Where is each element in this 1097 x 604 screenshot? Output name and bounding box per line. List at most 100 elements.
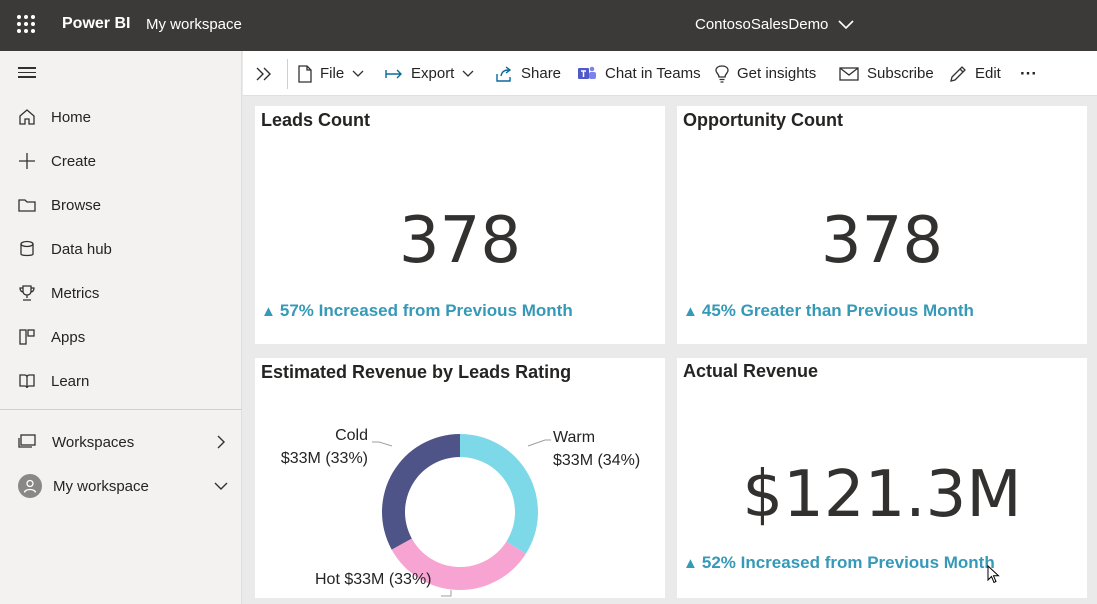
- sidebar-item-label: My workspace: [53, 477, 149, 495]
- sidebar-divider: [0, 409, 242, 410]
- avatar: [18, 474, 42, 498]
- book-icon: [17, 371, 37, 391]
- app-launcher-icon[interactable]: [17, 15, 35, 33]
- share-label: Share: [521, 65, 562, 82]
- chevron-down-icon: [352, 70, 364, 77]
- sidebar-item-data-hub[interactable]: Data hub: [0, 229, 242, 269]
- export-menu-button[interactable]: Export: [385, 51, 474, 96]
- sidebar-item-apps[interactable]: Apps: [0, 317, 242, 357]
- sidebar-item-label: Create: [51, 152, 97, 170]
- trend-up-icon: ▲: [683, 303, 698, 320]
- slice-name: Warm: [553, 429, 596, 446]
- brand-title[interactable]: Power BI: [62, 15, 131, 32]
- slice-value: $33M (34%): [553, 452, 641, 469]
- sidebar-item-create[interactable]: Create: [0, 141, 242, 181]
- opportunity-trend: ▲ 45% Greater than Previous Month: [683, 301, 974, 321]
- slice-name: Cold: [335, 427, 368, 444]
- trend-up-icon: ▲: [683, 555, 698, 572]
- hamburger-menu-icon[interactable]: [18, 67, 38, 81]
- tile-actual-revenue[interactable]: Actual Revenue $121.3M ▲ 52% Increased fr…: [677, 358, 1087, 598]
- pencil-icon: [950, 65, 966, 82]
- trend-text: 52% Increased from Previous Month: [701, 553, 995, 572]
- leader-line-warm: [527, 439, 551, 447]
- trend-text: 45% Greater than Previous Month: [701, 301, 974, 320]
- leads-count-value: 378: [398, 204, 522, 278]
- donut-slice-cold[interactable]: [382, 434, 460, 550]
- donut-slice-hot[interactable]: [391, 538, 526, 590]
- report-switcher[interactable]: ContosoSalesDemo: [695, 16, 854, 33]
- workspace-breadcrumb[interactable]: My workspace: [146, 16, 242, 33]
- sidebar-item-my-workspace[interactable]: My workspace: [0, 466, 242, 506]
- slice-label-cold: Cold $33M (33%): [275, 424, 368, 470]
- tile-estimated-revenue[interactable]: Estimated Revenue by Leads Rating Warm $…: [255, 358, 665, 598]
- sidebar-item-label: Metrics: [51, 284, 100, 302]
- workspaces-icon: [17, 432, 37, 452]
- slice-label-warm: Warm $33M (34%): [553, 426, 640, 472]
- home-icon: [17, 107, 37, 127]
- file-label: File: [320, 65, 345, 82]
- chevron-down-icon: [838, 19, 854, 29]
- chevron-right-icon: [217, 435, 225, 449]
- sidebar-item-label: Browse: [51, 196, 102, 214]
- sidebar-item-label: Learn: [51, 372, 90, 390]
- leader-line-hot: [441, 590, 452, 597]
- file-menu-button[interactable]: File: [298, 51, 364, 96]
- more-options-button[interactable]: ···: [1020, 51, 1037, 96]
- expand-pane-button[interactable]: [255, 51, 273, 96]
- chevron-down-icon: [214, 482, 228, 490]
- more-options-icon: ···: [1020, 63, 1037, 83]
- share-button[interactable]: Share: [495, 51, 561, 96]
- folder-icon: [17, 195, 37, 215]
- sidebar-item-label: Data hub: [51, 240, 112, 258]
- sidebar-item-label: Workspaces: [52, 433, 135, 451]
- database-icon: [17, 239, 37, 259]
- plus-icon: [17, 151, 37, 171]
- tile-title: Opportunity Count: [683, 110, 843, 130]
- dashboard-canvas: Leads Count 378 ▲ 57% Increased from Prev…: [243, 96, 1097, 604]
- chat-in-teams-button[interactable]: Chat in Teams: [577, 51, 701, 96]
- apps-icon: [17, 327, 37, 347]
- sidebar-item-workspaces[interactable]: Workspaces: [0, 422, 242, 462]
- subscribe-button[interactable]: Subscribe: [839, 51, 934, 96]
- mail-icon: [839, 66, 859, 81]
- sidebar-item-label: Home: [51, 108, 92, 126]
- person-icon: [23, 479, 37, 493]
- slice-value: $33M (33%): [344, 571, 432, 588]
- insights-label: Get insights: [737, 65, 817, 82]
- report-name: ContosoSalesDemo: [695, 16, 829, 33]
- tile-opportunity-count[interactable]: Opportunity Count 378 ▲ 45% Greater than …: [677, 106, 1087, 344]
- donut-slice-warm[interactable]: [460, 434, 538, 554]
- sidebar: Home Create Browse Data hub Metrics Apps: [0, 51, 242, 604]
- opportunity-count-value: 378: [820, 204, 944, 278]
- actual-revenue-value: $121.3M: [742, 458, 1022, 532]
- trophy-icon: [17, 283, 37, 303]
- action-bar: File Export Share Chat in Teams Get insi…: [243, 51, 1097, 96]
- lightbulb-icon: [715, 64, 729, 83]
- edit-button[interactable]: Edit: [949, 51, 1001, 96]
- slice-value: $33M (33%): [280, 450, 368, 467]
- subscribe-label: Subscribe: [867, 65, 934, 82]
- tile-leads-count[interactable]: Leads Count 378 ▲ 57% Increased from Prev…: [255, 106, 665, 344]
- sidebar-item-label: Apps: [51, 328, 86, 346]
- trend-text: 57% Increased from Previous Month: [279, 301, 573, 320]
- donut-chart: [372, 434, 551, 597]
- sidebar-item-metrics[interactable]: Metrics: [0, 273, 242, 313]
- toolbar-divider: [287, 59, 288, 89]
- sidebar-item-browse[interactable]: Browse: [0, 185, 242, 225]
- tile-title: Leads Count: [261, 110, 371, 130]
- sidebar-item-home[interactable]: Home: [0, 97, 242, 137]
- tile-title: Actual Revenue: [683, 361, 819, 381]
- share-icon: [496, 65, 512, 82]
- chevron-down-icon: [462, 70, 474, 77]
- chat-label: Chat in Teams: [605, 65, 701, 82]
- teams-icon: [578, 66, 596, 79]
- top-bar: Power BI My workspace ContosoSalesDemo: [0, 0, 1097, 51]
- get-insights-button[interactable]: Get insights: [715, 51, 816, 96]
- trend-up-icon: ▲: [261, 303, 276, 320]
- tile-title: Estimated Revenue by Leads Rating: [261, 362, 572, 382]
- sidebar-item-learn[interactable]: Learn: [0, 361, 242, 401]
- mouse-pointer-icon: [987, 565, 1000, 584]
- export-arrow-icon: [385, 69, 402, 78]
- actual-revenue-trend: ▲ 52% Increased from Previous Month: [683, 553, 995, 573]
- edit-label: Edit: [975, 65, 1001, 82]
